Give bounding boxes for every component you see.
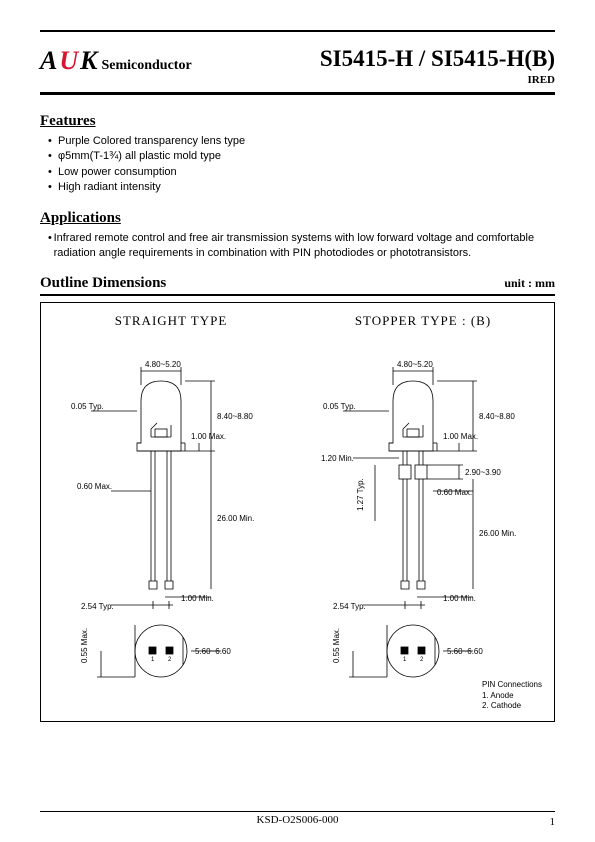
dim-pitch: 2.54 Typ. <box>81 602 114 611</box>
svg-text:2: 2 <box>420 657 424 663</box>
dim-dome-w: 4.80~5.20 <box>397 360 433 369</box>
logo-letter-u: U <box>59 46 78 76</box>
footer: KSD-O2S006-000 1 <box>40 811 555 826</box>
features-heading: Features <box>40 113 555 130</box>
pin-2: 2. Cathode <box>482 701 542 711</box>
dim-lead-w: 0.60 Max. <box>437 488 472 497</box>
svg-text:1: 1 <box>403 657 407 663</box>
header-row: AUK Semiconductor SI5415-H / SI5415-H(B)… <box>40 46 555 86</box>
feature-item: φ5mm(T-1¾) all plastic mold type <box>58 149 221 164</box>
header-rule <box>40 92 555 95</box>
pin-heading: PIN Connections <box>482 680 542 690</box>
led-straight-svg: 4.80~5.20 8.40~8.80 1.00 Max. 0.05 Typ. … <box>51 341 291 711</box>
dim-tip: 0.05 Typ. <box>71 402 104 411</box>
dim-lead-l: 26.00 Min. <box>217 514 254 523</box>
diagram-straight: STRAIGHT TYPE <box>51 309 291 717</box>
dim-pitch: 2.54 Typ. <box>333 602 366 611</box>
led-stopper-svg: 4.80~5.20 8.40~8.80 1.00 Max. 0.05 Typ. … <box>303 341 543 711</box>
applications-heading: Applications <box>40 210 555 227</box>
diagram-stopper-heading: STOPPER TYPE : (B) <box>303 313 543 329</box>
pin-connections: PIN Connections 1. Anode 2. Cathode <box>482 680 542 711</box>
subtitle: IRED <box>320 74 555 86</box>
logo-letter-k: K <box>80 46 97 76</box>
features-list: •Purple Colored transparency lens type •… <box>48 134 555 196</box>
outline-row: Outline Dimensions unit : mm <box>40 275 555 296</box>
top-rule <box>40 30 555 32</box>
applications-list: •Infrared remote control and free air tr… <box>48 231 555 262</box>
dim-base-d: 5.60~6.60 <box>195 647 231 656</box>
dim-base-flat: 0.55 Max. <box>80 628 89 663</box>
outline-unit: unit : mm <box>504 276 555 291</box>
dim-stopper-h: 2.90~3.90 <box>465 468 501 477</box>
dim-dome-w: 4.80~5.20 <box>145 360 181 369</box>
svg-text:2: 2 <box>168 657 172 663</box>
dim-stopper-pitch: 1.27 Typ. <box>356 479 365 512</box>
page-number: 1 <box>550 816 556 828</box>
dim-base-d: 5.60~6.60 <box>447 647 483 656</box>
diagram-straight-heading: STRAIGHT TYPE <box>51 313 291 329</box>
dim-body-h: 8.40~8.80 <box>217 412 253 421</box>
dim-body-h: 8.40~8.80 <box>479 412 515 421</box>
title-block: SI5415-H / SI5415-H(B) IRED <box>320 46 555 86</box>
dim-cap-h: 1.00 Max. <box>191 432 226 441</box>
pin-1: 1. Anode <box>482 691 542 701</box>
feature-item: Purple Colored transparency lens type <box>58 134 245 149</box>
dim-end-w: 1.00 Min. <box>181 594 214 603</box>
logo-letter-a: A <box>40 46 57 76</box>
logo-text: Semiconductor <box>101 58 191 74</box>
footer-doc: KSD-O2S006-000 <box>257 814 339 826</box>
dim-end-w: 1.00 Min. <box>443 594 476 603</box>
dim-stopper-gap: 1.20 Min. <box>321 454 354 463</box>
feature-item: Low power consumption <box>58 165 177 180</box>
outline-heading: Outline Dimensions <box>40 275 166 292</box>
diagram-box: STRAIGHT TYPE <box>40 302 555 722</box>
dim-base-flat: 0.55 Max. <box>332 628 341 663</box>
dim-lead-l: 26.00 Min. <box>479 529 516 538</box>
dim-tip: 0.05 Typ. <box>323 402 356 411</box>
part-title: SI5415-H / SI5415-H(B) <box>320 46 555 72</box>
svg-text:1: 1 <box>151 657 155 663</box>
feature-item: High radiant intensity <box>58 180 161 195</box>
dim-lead-w: 0.60 Max. <box>77 482 112 491</box>
dim-cap-h: 1.00 Max. <box>443 432 478 441</box>
diagram-stopper: STOPPER TYPE : (B) <box>303 309 543 717</box>
logo: AUK Semiconductor <box>40 46 192 76</box>
application-item: Infrared remote control and free air tra… <box>54 231 555 262</box>
